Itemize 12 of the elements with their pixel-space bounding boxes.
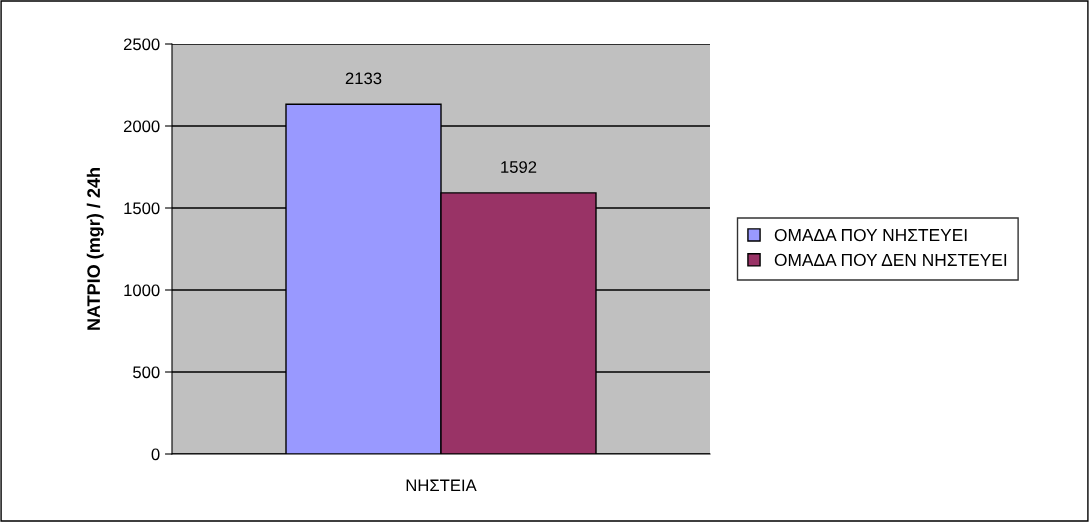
y-tick-label: 2500 <box>123 38 160 51</box>
x-tick-label: ΝΗΣΤΕΙΑ <box>406 479 477 492</box>
y-tick-label: 0 <box>151 448 160 461</box>
legend-label: ΟΜΑΔΑ ΠΟΥ ΔΕΝ ΝΗΣΤΕΥΕΙ <box>774 253 1007 267</box>
data-label: 2133 <box>345 72 382 85</box>
data-label: 1592 <box>501 161 537 173</box>
y-tick-label: 500 <box>133 366 160 379</box>
y-tick-label: 1000 <box>124 284 160 297</box>
y-axis-title: ΝΑΤΡΙΟ (mgr) / 24h <box>86 168 104 330</box>
y-tick-label: 2000 <box>123 120 160 133</box>
legend-label: ΟΜΑΔΑ ΠΟΥ ΝΗΣΤΕΥΕΙ <box>774 228 967 242</box>
y-tick-label: 1500 <box>124 202 160 215</box>
